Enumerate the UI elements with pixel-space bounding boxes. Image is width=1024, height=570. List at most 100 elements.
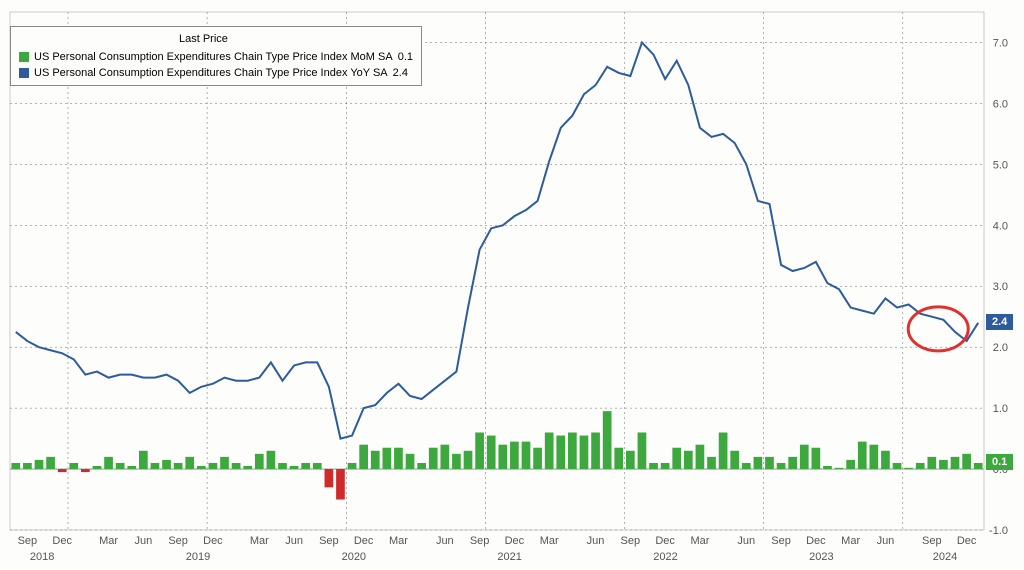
bar [649, 463, 658, 469]
bar [185, 457, 194, 469]
bar [568, 432, 577, 469]
bar [197, 466, 206, 469]
bar [533, 448, 542, 469]
svg-text:Jun: Jun [436, 535, 454, 547]
svg-text:Dec: Dec [203, 535, 223, 547]
bar [696, 445, 705, 469]
svg-text:1.0: 1.0 [993, 403, 1008, 415]
svg-text:Jun: Jun [134, 535, 152, 547]
bar [69, 463, 78, 469]
bar [46, 457, 55, 469]
bar [800, 445, 809, 469]
bar [452, 454, 461, 469]
bar [603, 411, 612, 469]
bar [614, 448, 623, 469]
bar [522, 442, 531, 469]
svg-text:Sep: Sep [922, 535, 942, 547]
bar [939, 460, 948, 469]
bar [812, 448, 821, 469]
svg-text:Mar: Mar [99, 535, 118, 547]
svg-text:4.0: 4.0 [993, 220, 1008, 232]
bar [127, 466, 136, 469]
svg-text:5.0: 5.0 [993, 159, 1008, 171]
legend-swatch [19, 52, 29, 62]
legend-title: Last Price [179, 31, 413, 47]
svg-text:3.0: 3.0 [993, 281, 1008, 293]
bar [777, 463, 786, 469]
svg-text:Mar: Mar [841, 535, 860, 547]
bar [858, 442, 867, 469]
bar [313, 463, 322, 469]
endpoint-label: 0.1 [986, 454, 1013, 470]
svg-text:Dec: Dec [505, 535, 525, 547]
bar [301, 463, 310, 469]
bar [336, 469, 345, 499]
svg-text:Sep: Sep [168, 535, 188, 547]
bar [255, 454, 264, 469]
endpoint-label: 2.4 [986, 314, 1013, 330]
svg-text:Dec: Dec [52, 535, 72, 547]
bar [974, 463, 983, 469]
bar [591, 432, 600, 469]
bar [58, 469, 67, 472]
legend-swatch [19, 68, 29, 78]
svg-text:Mar: Mar [389, 535, 408, 547]
bar [23, 463, 32, 469]
svg-text:Sep: Sep [470, 535, 490, 547]
bar [81, 469, 90, 472]
bar [440, 445, 449, 469]
yoy-line [16, 42, 978, 438]
bar [116, 463, 125, 469]
bar [545, 432, 554, 469]
bar [487, 436, 496, 470]
bar [707, 457, 716, 469]
bar [417, 463, 426, 469]
legend-box: Last Price US Personal Consumption Expen… [10, 26, 422, 86]
svg-text:Mar: Mar [540, 535, 559, 547]
chart-container: -1.00.01.02.03.04.05.06.07.0SepDecMarJun… [0, 0, 1024, 570]
bar [638, 432, 647, 469]
svg-text:Dec: Dec [957, 535, 977, 547]
bar [765, 457, 774, 469]
svg-text:Dec: Dec [354, 535, 374, 547]
bar [267, 451, 276, 469]
bar [464, 451, 473, 469]
svg-text:Jun: Jun [587, 535, 605, 547]
bar [927, 457, 936, 469]
bar [904, 468, 913, 469]
bar [232, 463, 241, 469]
bar [962, 454, 971, 469]
svg-text:2023: 2023 [809, 551, 833, 563]
bar [93, 466, 102, 469]
svg-text:Dec: Dec [806, 535, 826, 547]
bar [893, 463, 902, 469]
legend-text: US Personal Consumption Expenditures Cha… [34, 49, 393, 65]
svg-text:6.0: 6.0 [993, 98, 1008, 110]
bar [429, 448, 438, 469]
bar [626, 451, 635, 469]
svg-text:2020: 2020 [342, 551, 366, 563]
bar [325, 469, 334, 487]
svg-text:Sep: Sep [18, 535, 38, 547]
bar [174, 463, 183, 469]
svg-text:Jun: Jun [877, 535, 895, 547]
svg-text:-1.0: -1.0 [989, 525, 1008, 537]
bar [394, 448, 403, 469]
svg-text:2.0: 2.0 [993, 342, 1008, 354]
bar [151, 463, 160, 469]
bar [11, 463, 20, 469]
bar [835, 468, 844, 469]
bar [348, 463, 357, 469]
svg-text:Sep: Sep [621, 535, 641, 547]
svg-text:Dec: Dec [655, 535, 675, 547]
bar [290, 466, 299, 469]
svg-text:Jun: Jun [737, 535, 755, 547]
bar [498, 445, 507, 469]
bar [371, 451, 380, 469]
bar [243, 466, 252, 469]
bar [556, 436, 565, 470]
bar [661, 463, 670, 469]
bar [510, 442, 519, 469]
svg-text:Sep: Sep [319, 535, 339, 547]
bar [220, 457, 229, 469]
